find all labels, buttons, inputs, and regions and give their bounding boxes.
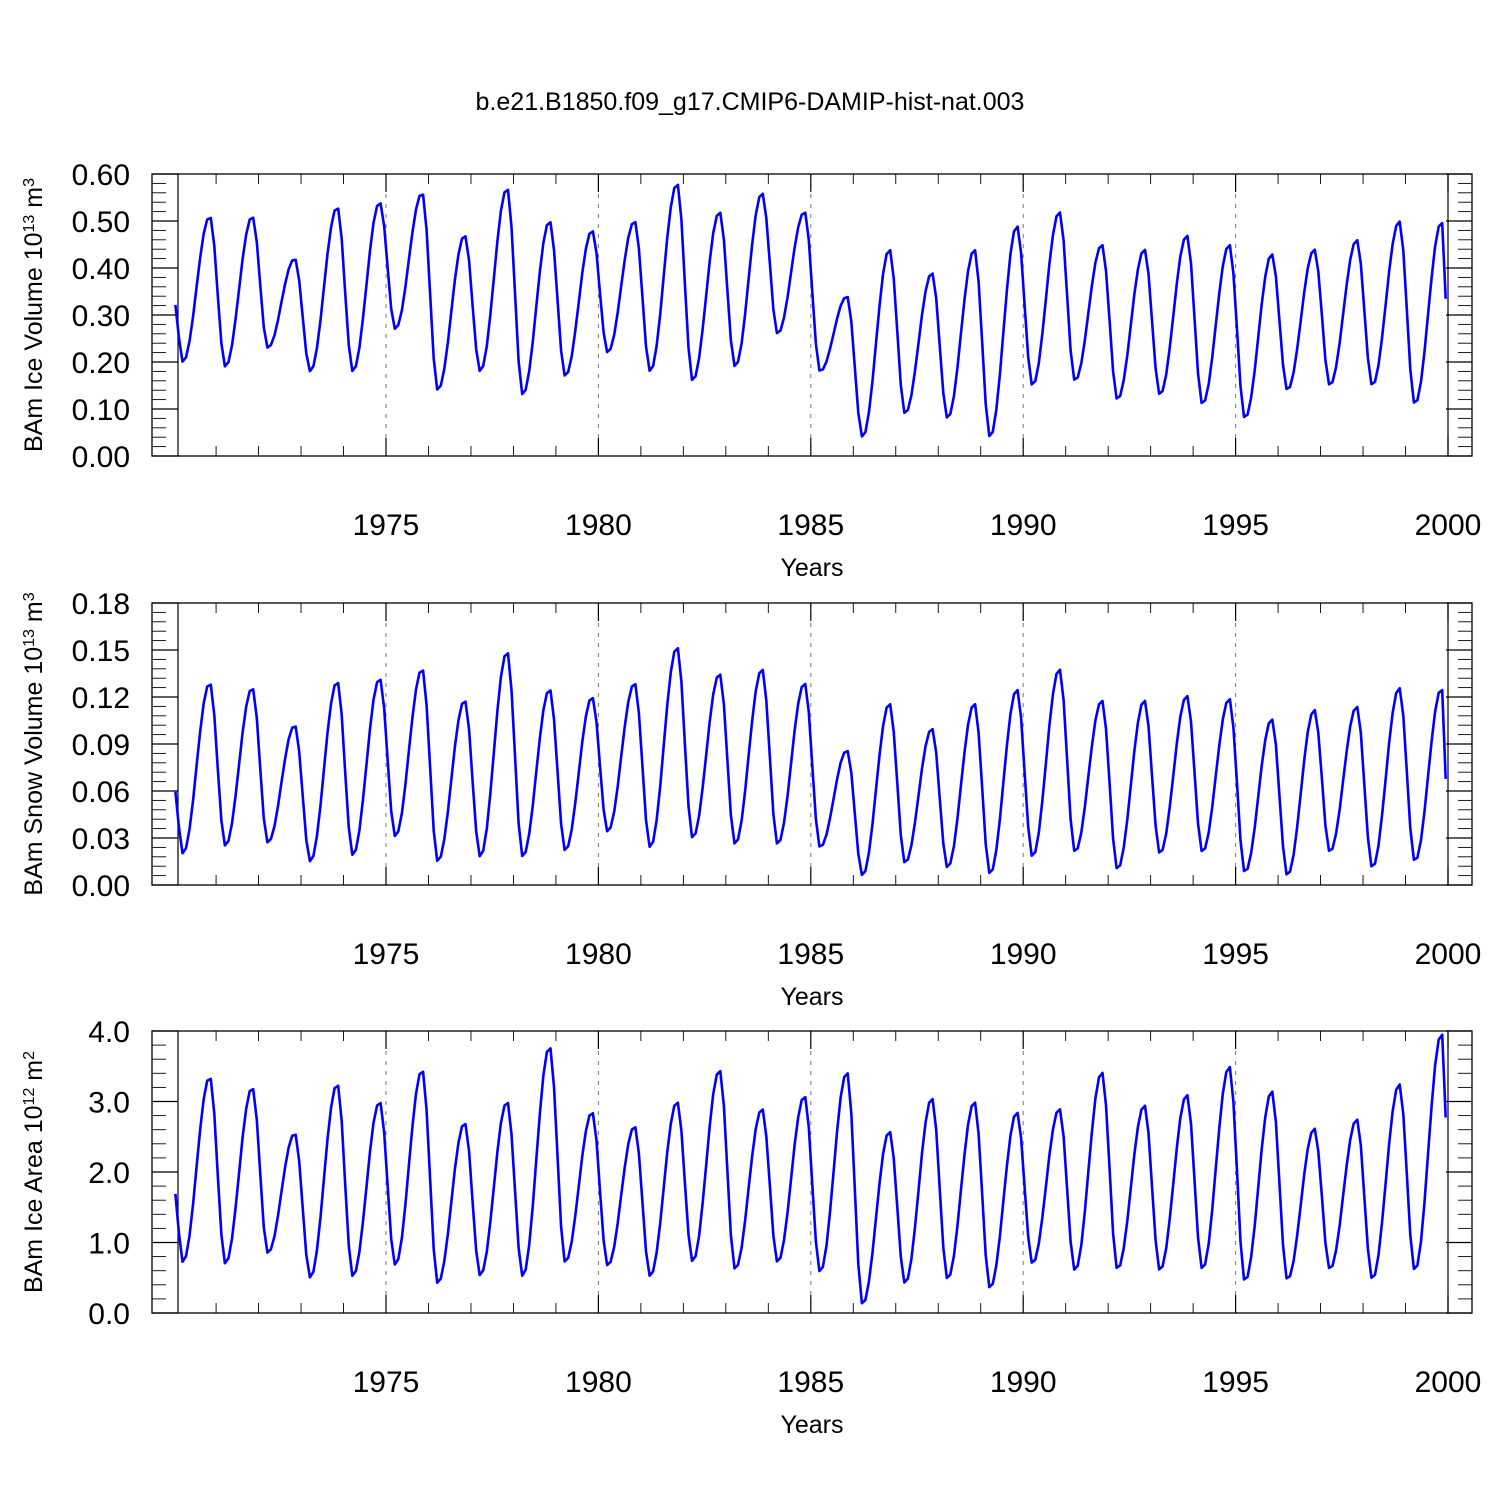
- y-tick-label: 0.12: [72, 682, 130, 715]
- x-tick-label: 1980: [565, 938, 632, 971]
- x-tick-label: 1985: [777, 938, 844, 971]
- y-tick-label: 0.20: [72, 347, 130, 380]
- x-tick-label: 1995: [1202, 938, 1269, 971]
- y-tick-label: 4.0: [88, 1016, 130, 1049]
- y-axis-label: BAm Ice Area 1012 m2: [20, 1051, 48, 1293]
- x-tick-label: 2000: [1415, 1366, 1482, 1399]
- y-tick-label: 2.0: [88, 1157, 130, 1190]
- data-series-line: [174, 183, 1447, 438]
- y-tick-label: 0.18: [72, 588, 130, 621]
- x-tick-label: 1985: [777, 1366, 844, 1399]
- y-tick-label: 0.60: [72, 159, 130, 192]
- y-tick-label: 0.03: [72, 823, 130, 856]
- x-tick-label: 1990: [990, 509, 1057, 542]
- x-tick-label: 1995: [1202, 509, 1269, 542]
- y-tick-label: 0.10: [72, 394, 130, 427]
- x-axis-label: Years: [780, 983, 843, 1011]
- y-axis-label: BAm Ice Volume 1013 m3: [20, 178, 48, 452]
- y-tick-label: 0.50: [72, 206, 130, 239]
- chart-panel-1: 0.00 0.10 0.20 0.30 0.40 0.50 0.60 1975 1980 1985…: [20, 159, 1481, 582]
- data-series-line: [174, 1033, 1447, 1305]
- plot-frame: [151, 173, 1473, 457]
- x-tick-label: 1980: [565, 1366, 632, 1399]
- x-tick-label: 1985: [777, 509, 844, 542]
- y-tick-label: 0.0: [88, 1298, 130, 1331]
- y-tick-label: 0.40: [72, 253, 130, 286]
- x-tick-label: 1975: [353, 1366, 420, 1399]
- x-tick-label: 1975: [353, 509, 420, 542]
- chart-panel-3: 0.0 1.0 2.0 3.0 4.0 1975 1980 1985 1990 1995 2000 Y…: [20, 1016, 1481, 1439]
- x-axis-label: Years: [780, 554, 843, 582]
- chart-panel-2: 0.00 0.03 0.06 0.09 0.12 0.15 0.18 1975 1980 1985…: [20, 588, 1481, 1011]
- y-axis-label: BAm Snow Volume 1013 m3: [20, 592, 48, 895]
- y-tick-label: 1.0: [88, 1228, 130, 1261]
- y-tick-label: 0.00: [72, 441, 130, 474]
- x-tick-label: 1995: [1202, 1366, 1269, 1399]
- x-axis-label: Years: [780, 1411, 843, 1439]
- y-tick-label: 0.00: [72, 870, 130, 903]
- data-series-line: [174, 647, 1447, 877]
- x-tick-label: 1990: [990, 938, 1057, 971]
- x-tick-label: 1990: [990, 1366, 1057, 1399]
- x-tick-label: 2000: [1415, 509, 1482, 542]
- y-tick-label: 0.15: [72, 635, 130, 668]
- y-tick-label: 3.0: [88, 1087, 130, 1120]
- x-tick-label: 2000: [1415, 938, 1482, 971]
- x-tick-label: 1975: [353, 938, 420, 971]
- x-tick-label: 1980: [565, 509, 632, 542]
- y-tick-label: 0.09: [72, 729, 130, 762]
- y-tick-label: 0.06: [72, 776, 130, 809]
- y-tick-label: 0.30: [72, 300, 130, 333]
- figure-title: b.e21.B1850.f09_g17.CMIP6-DAMIP-hist-nat…: [476, 88, 1025, 116]
